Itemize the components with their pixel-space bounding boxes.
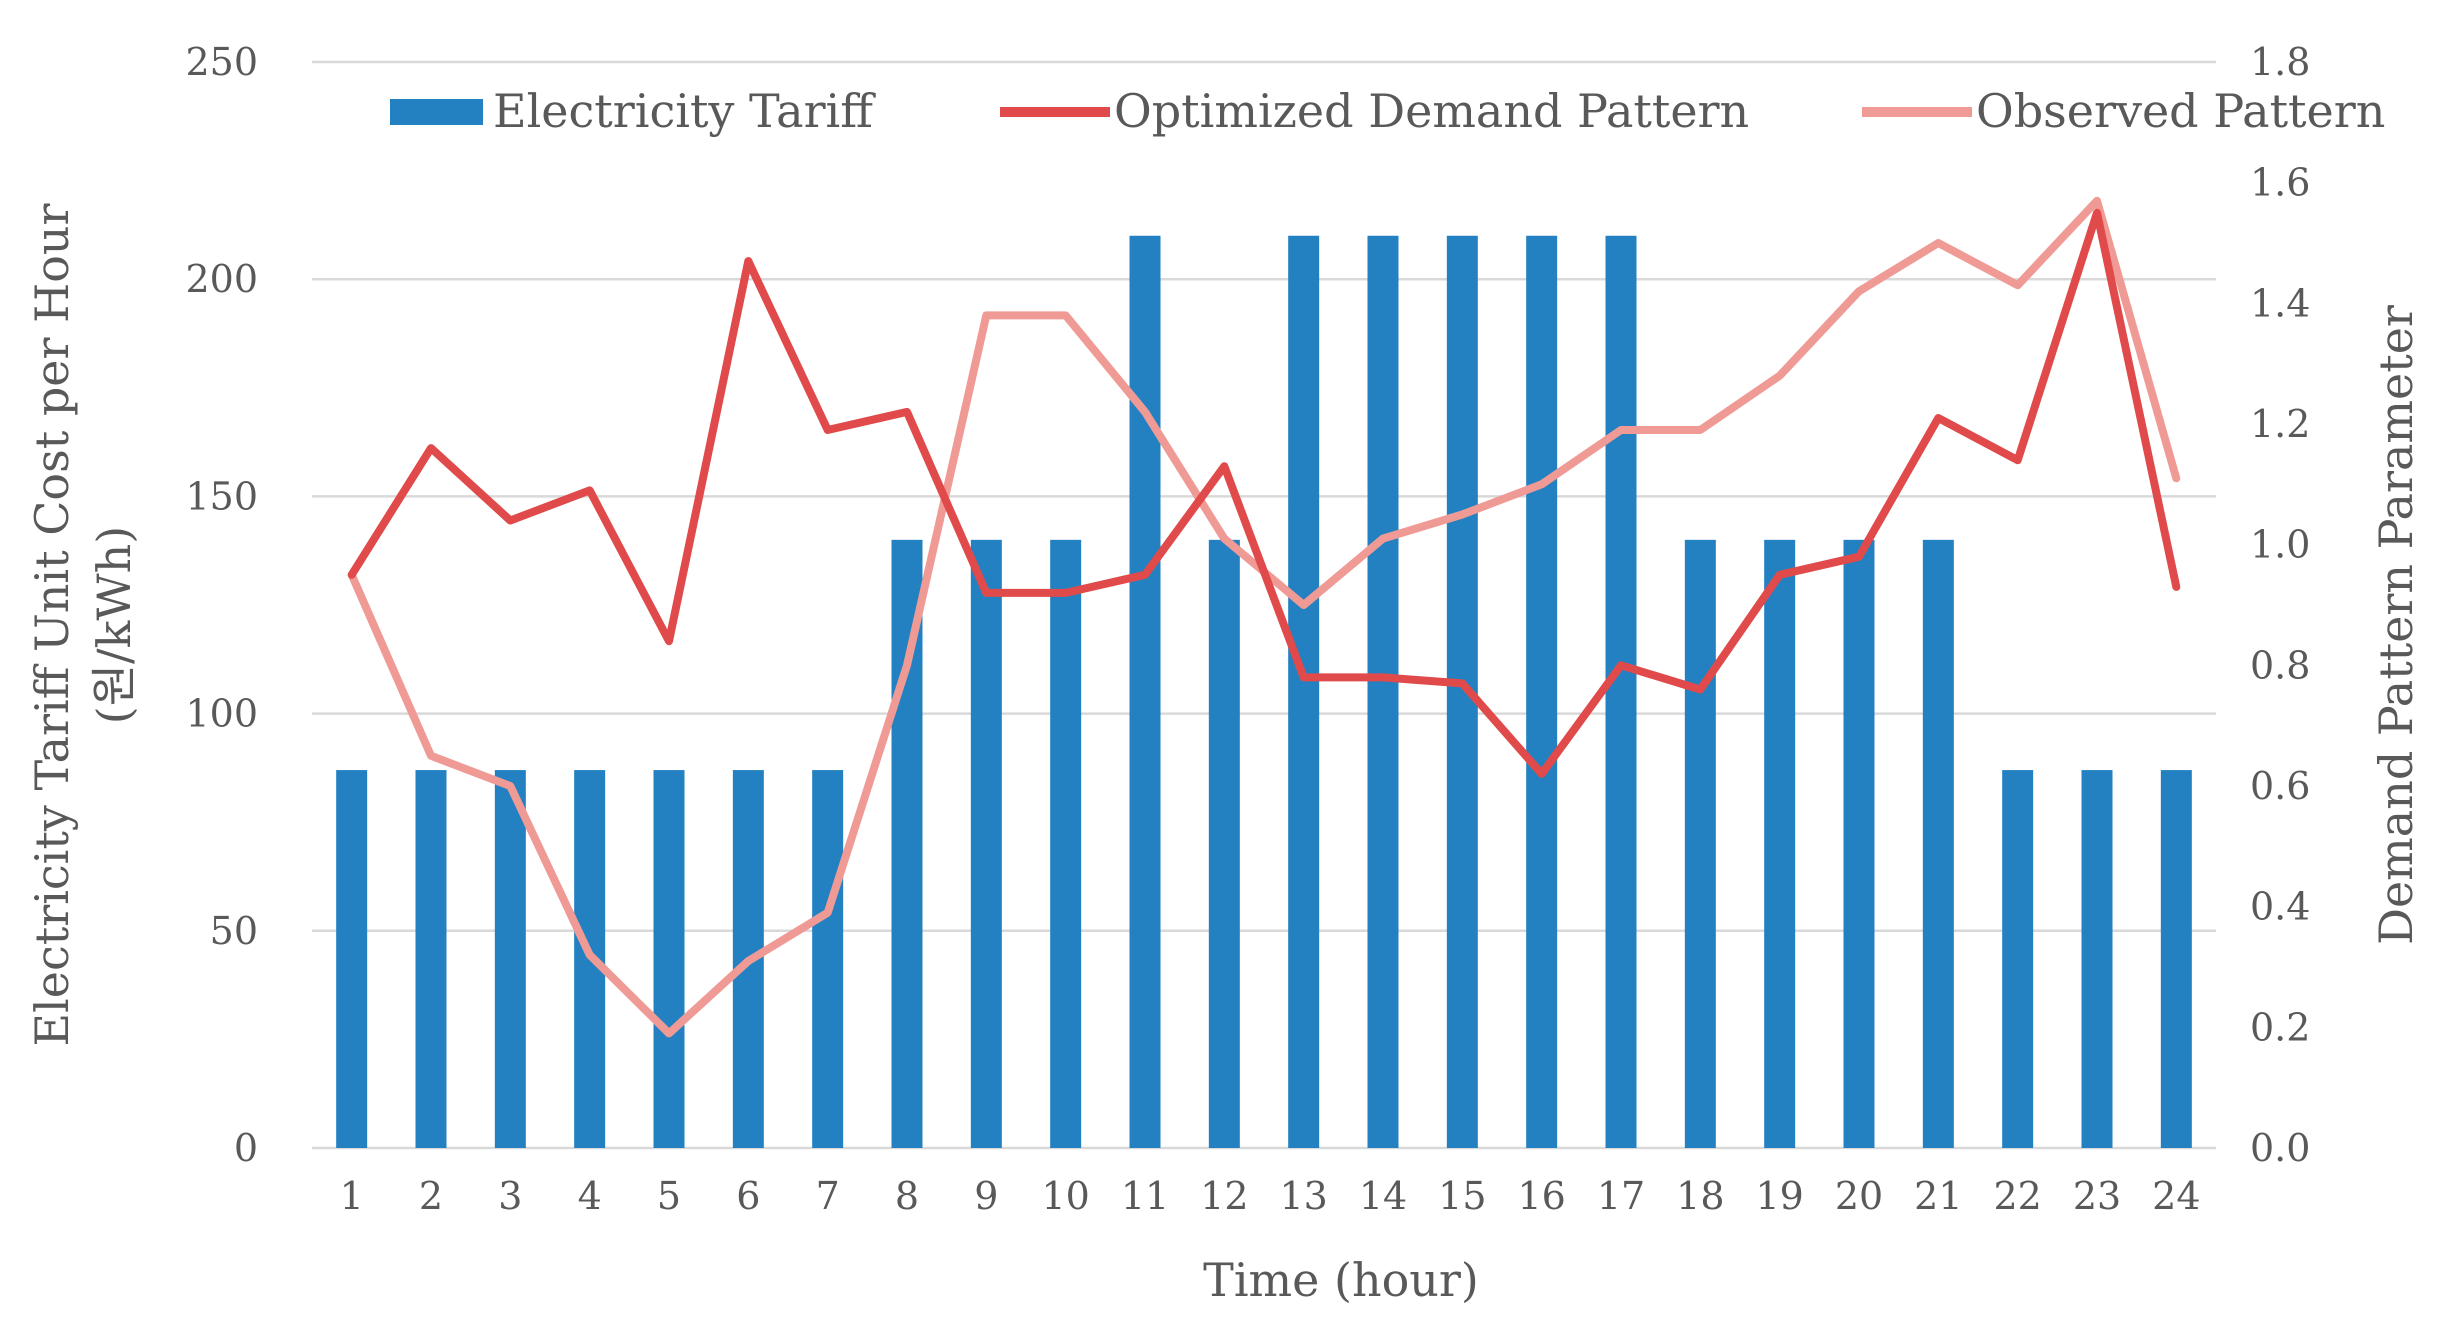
y2-tick-label: 0.0 (2250, 1126, 2310, 1170)
y-tick-label: 100 (185, 692, 258, 736)
x-tick-label: 3 (498, 1174, 522, 1218)
bar-electricity-tariff-11 (1129, 235, 1161, 1148)
bar-electricity-tariff-2 (415, 770, 447, 1148)
x-tick-label: 6 (736, 1174, 760, 1218)
bar-electricity-tariff-12 (1208, 539, 1240, 1148)
x-tick-label: 2 (419, 1174, 443, 1218)
bar-electricity-tariff-7 (812, 770, 844, 1148)
line-optimized-demand-pattern (347, 208, 2181, 778)
y2-tick-label: 1.6 (2250, 161, 2310, 205)
x-tick-label: 8 (895, 1174, 919, 1218)
x-tick-label: 5 (657, 1174, 681, 1218)
y-tick-label: 50 (210, 909, 258, 953)
y-tick-label: 250 (185, 40, 258, 84)
bar-electricity-tariff-5 (653, 770, 685, 1148)
y-tick-label: 0 (234, 1126, 258, 1170)
line-series (347, 196, 2181, 1038)
bar-electricity-tariff-13 (1288, 235, 1320, 1148)
x-tick-label: 21 (1914, 1174, 1962, 1218)
x-tick-label: 20 (1835, 1174, 1883, 1218)
x-tick-label: 11 (1121, 1174, 1169, 1218)
x-tick-label: 13 (1279, 1174, 1327, 1218)
y2-tick-label: 1.8 (2250, 40, 2310, 84)
line-observed-pattern (347, 196, 2181, 1038)
y2-tick-label: 0.6 (2250, 764, 2310, 808)
y2-tick-label: 1.0 (2250, 523, 2310, 567)
x-tick-label: 24 (2152, 1174, 2200, 1218)
bar-electricity-tariff-16 (1526, 235, 1558, 1148)
y2-tick-label: 0.8 (2250, 643, 2310, 687)
y-axis-unit: (원/kWh) (87, 526, 141, 725)
y2-axis-title: Demand Pattern Parameter (2369, 305, 2423, 945)
x-tick-label: 19 (1755, 1174, 1803, 1218)
bar-electricity-tariff-23 (2081, 770, 2113, 1148)
x-tick-label: 9 (974, 1174, 998, 1218)
x-tick-label: 1 (340, 1174, 364, 1218)
y2-tick-label: 0.4 (2250, 885, 2310, 929)
bar-series (336, 235, 2192, 1148)
bar-electricity-tariff-22 (2002, 770, 2034, 1148)
bar-electricity-tariff-8 (891, 539, 923, 1148)
bar-electricity-tariff-9 (970, 539, 1002, 1148)
bar-electricity-tariff-19 (1764, 539, 1796, 1148)
y2-tick-label: 0.2 (2250, 1005, 2310, 1049)
y2-tick-label: 1.4 (2250, 281, 2310, 325)
tick-labels: 0 50 100 150 200 250 0.0 0.2 0.4 0.6 0.8 1.0 1.2 1.4 1… (185, 40, 2310, 1218)
legend-label-observed-pattern: Observed Pattern (1976, 84, 2385, 138)
x-tick-label: 16 (1517, 1174, 1565, 1218)
x-tick-label: 22 (1993, 1174, 2041, 1218)
x-axis-title: Time (hour) (1203, 1253, 1479, 1307)
gridlines (312, 60, 2216, 1150)
x-tick-label: 10 (1041, 1174, 1089, 1218)
y-tick-label: 200 (185, 257, 258, 301)
bar-electricity-tariff-3 (494, 770, 526, 1148)
x-tick-label: 15 (1438, 1174, 1486, 1218)
legend-label-optimized-demand-pattern: Optimized Demand Pattern (1114, 84, 1749, 138)
y-tick-label: 150 (185, 474, 258, 518)
y2-tick-label: 1.2 (2250, 402, 2310, 446)
bar-electricity-tariff-17 (1605, 235, 1637, 1148)
x-tick-label: 7 (816, 1174, 840, 1218)
legend: Electricity Tariff Optimized Demand Patt… (390, 84, 2385, 138)
x-tick-label: 17 (1597, 1174, 1645, 1218)
bar-electricity-tariff-10 (1050, 539, 1082, 1148)
bar-electricity-tariff-14 (1367, 235, 1399, 1148)
y-axis-title: Electricity Tariff Unit Cost per Hour (25, 203, 79, 1046)
bar-electricity-tariff-24 (2160, 770, 2192, 1148)
bar-electricity-tariff-21 (1922, 539, 1954, 1148)
x-tick-label: 18 (1676, 1174, 1724, 1218)
bar-electricity-tariff-1 (336, 770, 368, 1148)
legend-label-electricity-tariff: Electricity Tariff (493, 84, 876, 138)
x-tick-label: 23 (2073, 1174, 2121, 1218)
x-tick-label: 12 (1200, 1174, 1248, 1218)
bar-electricity-tariff-20 (1843, 539, 1875, 1148)
x-tick-label: 14 (1359, 1174, 1407, 1218)
x-tick-label: 4 (578, 1174, 602, 1218)
bar-electricity-tariff-18 (1684, 539, 1716, 1148)
